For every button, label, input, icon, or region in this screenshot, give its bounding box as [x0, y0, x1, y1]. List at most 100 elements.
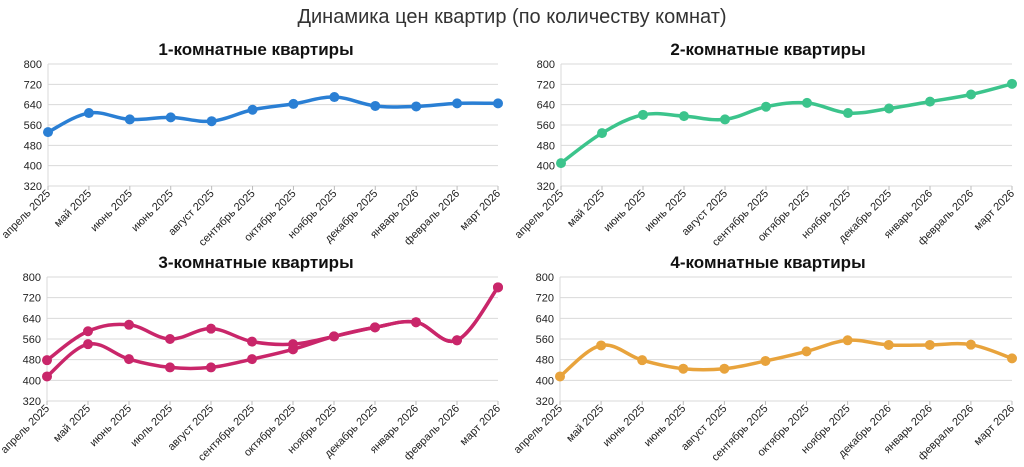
data-point: [637, 355, 648, 366]
y-tick-label: 640: [23, 313, 41, 325]
y-tick-label: 640: [536, 313, 554, 325]
data-point: [206, 116, 217, 127]
x-tick-label: май 2025: [51, 403, 93, 445]
y-tick-label: 480: [537, 140, 555, 152]
y-tick-label: 800: [23, 272, 41, 284]
data-point: [83, 326, 93, 337]
data-point: [924, 339, 935, 350]
x-tick-label: апрель 2025: [512, 403, 565, 456]
x-tick-label: апрель 2025: [513, 188, 566, 241]
series-line: [45, 285, 500, 379]
series-line: [46, 95, 500, 134]
data-point: [43, 127, 53, 138]
x-tick-label: март 2026: [458, 403, 503, 448]
data-point: [329, 92, 340, 103]
y-tick-label: 320: [537, 181, 555, 193]
data-point: [42, 355, 52, 366]
data-point: [761, 101, 771, 112]
y-tick-label: 560: [24, 120, 42, 132]
data-point: [370, 322, 380, 333]
data-point: [165, 362, 175, 373]
data-point: [719, 363, 730, 374]
data-point: [247, 104, 258, 115]
x-tick-label: июнь 2025: [601, 403, 647, 449]
y-tick-label: 720: [24, 79, 42, 91]
data-point: [493, 282, 503, 293]
data-point: [678, 363, 689, 374]
series-line: [558, 338, 1014, 379]
data-point: [883, 339, 894, 350]
y-tick-label: 480: [536, 355, 554, 367]
data-point: [452, 98, 463, 109]
y-tick-label: 400: [23, 375, 41, 387]
data-point: [165, 334, 175, 344]
chart-3: 320 400 480 560 640 720 800 апрель 2025 май 2025…: [0, 272, 503, 464]
data-point: [247, 336, 257, 347]
x-tick-label: март 2026: [972, 403, 1017, 448]
y-tick-label: 720: [537, 79, 555, 91]
y-tick-label: 800: [537, 59, 555, 71]
data-point: [801, 346, 812, 357]
x-tick-label: май 2025: [565, 188, 607, 230]
data-point: [42, 371, 52, 382]
y-tick-label: 720: [23, 293, 41, 305]
x-tick-label: апрель 2025: [0, 403, 52, 456]
data-point: [411, 317, 421, 328]
y-tick-label: 800: [536, 272, 554, 284]
y-tick-label: 560: [537, 120, 555, 132]
data-point: [597, 128, 607, 139]
data-point: [1007, 353, 1017, 364]
data-point: [206, 323, 216, 334]
data-point: [124, 114, 135, 125]
data-point: [638, 109, 648, 120]
y-tick-label: 320: [536, 396, 554, 408]
chart-3-title: 3-комнатные квартиры: [158, 253, 354, 272]
data-point: [124, 354, 134, 365]
data-point: [760, 355, 771, 366]
series-line: [45, 285, 500, 362]
y-tick-label: 640: [537, 100, 555, 112]
data-point: [288, 344, 298, 355]
data-point: [842, 335, 853, 346]
data-point: [288, 98, 299, 109]
x-tick-label: июнь 2025: [602, 188, 648, 234]
data-point: [206, 362, 216, 373]
chart-4-title: 4-комнатные квартиры: [670, 253, 866, 272]
y-tick-label: 480: [23, 355, 41, 367]
data-point: [493, 98, 503, 109]
data-point: [884, 103, 894, 114]
data-point: [411, 101, 422, 112]
data-point: [596, 340, 607, 351]
x-tick-label: июнь 2025: [88, 403, 134, 449]
data-point: [843, 108, 853, 119]
y-tick-label: 560: [536, 334, 554, 346]
series-line: [559, 82, 1014, 165]
y-tick-label: 320: [24, 181, 42, 193]
data-point: [966, 89, 976, 100]
y-tick-label: 400: [536, 375, 554, 387]
data-point: [679, 111, 689, 122]
chart-2-title: 2-комнатные квартиры: [670, 40, 866, 59]
data-point: [925, 96, 935, 107]
x-tick-label: май 2025: [52, 188, 94, 230]
y-tick-label: 720: [536, 293, 554, 305]
x-tick-label: март 2026: [458, 188, 503, 233]
x-tick-label: март 2026: [972, 188, 1017, 233]
data-point: [83, 108, 94, 119]
y-tick-label: 800: [24, 59, 42, 71]
y-tick-label: 560: [23, 334, 41, 346]
x-tick-label: апрель 2025: [0, 188, 53, 241]
chart-2: 320 400 480 560 640 720 800 апрель 2025 май 2025…: [513, 59, 1017, 249]
data-point: [1007, 78, 1017, 89]
x-tick-label: июнь 2025: [88, 188, 134, 234]
data-point: [802, 97, 812, 108]
data-point: [556, 158, 566, 169]
data-point: [965, 339, 976, 350]
chart-1-title: 1-комнатные квартиры: [158, 40, 354, 59]
main-title: Динамика цен квартир (по количеству комн…: [297, 6, 727, 28]
data-point: [452, 335, 462, 346]
data-point: [555, 371, 565, 382]
y-tick-label: 400: [24, 161, 42, 173]
